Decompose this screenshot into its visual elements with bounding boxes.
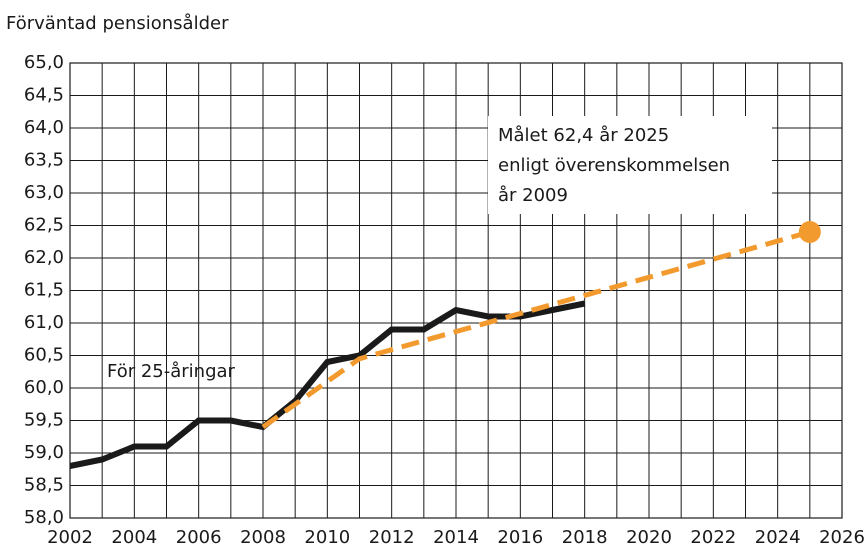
- dashed-line: [261, 229, 811, 430]
- annotation: Målet 62,4 år 2025: [498, 125, 669, 146]
- y-tick-label: 58,0: [24, 507, 64, 528]
- y-tick-label: 63,0: [24, 182, 64, 203]
- x-tick-label: 2004: [111, 527, 157, 548]
- end-marker: [798, 221, 821, 243]
- annotation: år 2009: [498, 185, 568, 206]
- x-tick-label: 2012: [369, 527, 415, 548]
- y-tick-label: 59,5: [24, 410, 64, 431]
- x-tick-label: 2016: [497, 527, 543, 548]
- y-tick-label: 60,5: [24, 345, 64, 366]
- chart-title: Förväntad pensionsålder: [6, 13, 229, 34]
- annotation-box: [488, 116, 772, 214]
- y-tick-label: 59,0: [24, 442, 64, 463]
- annotation: För 25-åringar: [107, 361, 236, 382]
- plot-frame: [69, 62, 843, 519]
- y-tick-label: 64,5: [24, 85, 64, 106]
- y-tick-label: 61,0: [24, 312, 64, 333]
- y-tick-label: 63,5: [24, 150, 64, 171]
- y-tick-label: 62,5: [24, 215, 64, 236]
- annotation: enligt överenskommelsen: [498, 155, 730, 176]
- x-tick-label: 2022: [690, 527, 736, 548]
- x-tick-label: 2020: [626, 527, 672, 548]
- x-tick-label: 2024: [755, 527, 801, 548]
- line: [69, 300, 586, 469]
- x-tick-label: 2008: [240, 527, 286, 548]
- y-tick-label: 58,5: [24, 475, 64, 496]
- x-tick-label: 2006: [176, 527, 222, 548]
- x-tick-label: 2026: [819, 527, 865, 548]
- x-tick-label: 2014: [433, 527, 479, 548]
- y-tick-label: 65,0: [24, 52, 64, 73]
- y-tick-label: 62,0: [24, 247, 64, 268]
- y-tick-label: 64,0: [24, 117, 64, 138]
- x-tick-label: 2010: [304, 527, 350, 548]
- y-tick-label: 61,5: [24, 280, 64, 301]
- x-tick-label: 2002: [47, 527, 93, 548]
- y-tick-label: 60,0: [24, 377, 64, 398]
- x-tick-label: 2018: [562, 527, 608, 548]
